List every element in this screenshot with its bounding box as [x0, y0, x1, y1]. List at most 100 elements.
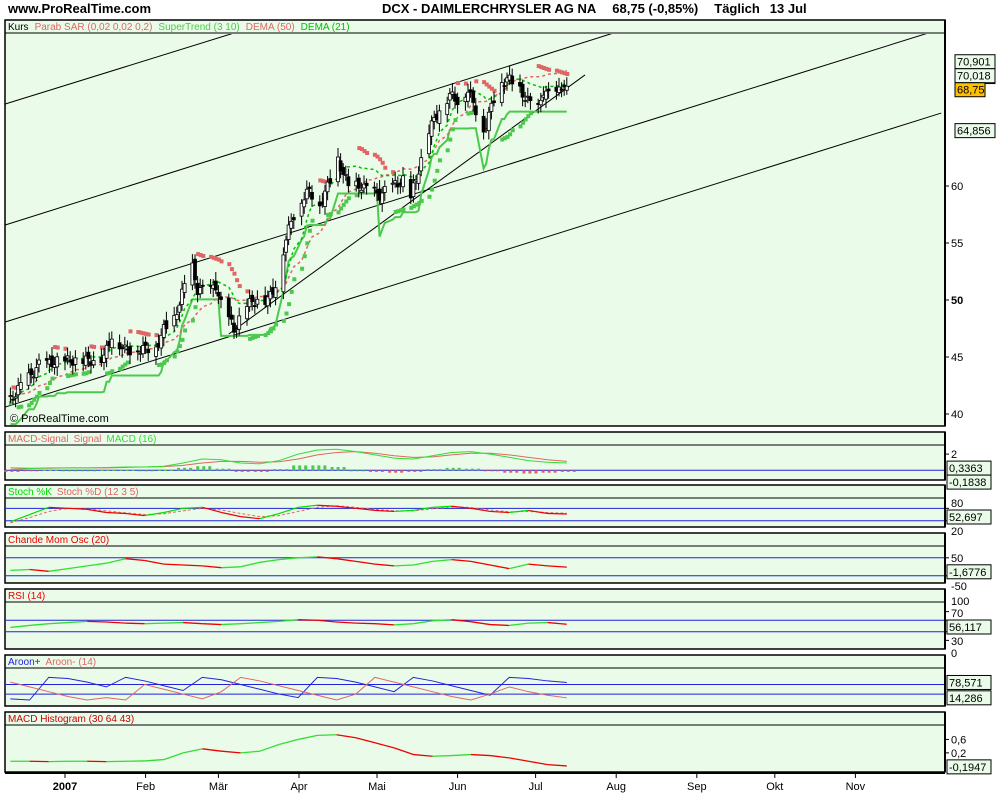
candle [310, 185, 314, 207]
macd-diff-bar [227, 468, 231, 471]
macd-diff-bar [400, 470, 404, 473]
candle [250, 290, 255, 311]
candle [346, 168, 351, 193]
stoch-d-line [10, 505, 567, 524]
sar-dot [307, 228, 312, 233]
time-tick-label: Mai [368, 781, 386, 793]
sar-dot [47, 381, 52, 386]
sar-dot [287, 302, 292, 307]
stoch-k-segment [144, 511, 164, 517]
candle [193, 254, 197, 289]
stoch-k-segment [451, 505, 471, 509]
candle [11, 390, 15, 406]
macd-diff-bar [73, 470, 77, 472]
candle-body [159, 334, 164, 349]
sar-dot [245, 289, 250, 294]
sar-dot [359, 147, 364, 152]
macd-diff-bar [503, 470, 507, 473]
rsi-segment [509, 622, 529, 627]
candle [395, 176, 400, 195]
macd-diff-bar [426, 469, 430, 471]
indicator-panel-chande: Chande Mom Osc (20) 50 -1,6776 -50 [4, 532, 992, 593]
candle [466, 83, 470, 108]
rsi-segment [374, 623, 395, 626]
instrument-title: DCX - DAIMLERCHRYSLER AG NA [382, 1, 597, 16]
rsi-segment [490, 623, 510, 627]
stoch-k-segment [87, 508, 107, 514]
sar-dot [32, 397, 37, 402]
chande-segment [125, 558, 145, 562]
candle-body [564, 85, 569, 91]
candle-body [26, 372, 31, 386]
candle-body [364, 182, 369, 187]
candle [341, 163, 346, 184]
candle [343, 165, 348, 181]
candle-body [141, 344, 145, 355]
sar-dot [193, 305, 198, 310]
sar-dot [157, 363, 162, 368]
candle-body [528, 96, 533, 102]
sar-dot [378, 157, 383, 162]
candle-body [299, 202, 304, 217]
candle [255, 290, 260, 309]
sar-dot [159, 362, 164, 367]
candle [172, 306, 177, 332]
candle-body [538, 99, 543, 106]
rsi-segment [67, 620, 88, 624]
sar-dot [136, 330, 141, 335]
sar-dot [125, 360, 130, 365]
sar-dot [198, 253, 203, 258]
candle [237, 307, 242, 336]
candle [302, 192, 307, 214]
chande-segment [336, 558, 356, 563]
chande-segment [470, 560, 491, 566]
rsi-segment [394, 623, 414, 626]
sar-dot [211, 255, 216, 260]
macd-diff-bar [131, 469, 135, 471]
candle-body [546, 88, 551, 92]
candle-body [437, 110, 442, 124]
aroon-up-line [10, 676, 567, 701]
candle [502, 78, 507, 94]
sar-dot [146, 332, 151, 337]
candle-body [356, 177, 361, 189]
sar-dot [354, 193, 359, 198]
panel-value-label: 0,3363 [949, 463, 983, 475]
candle [122, 336, 127, 354]
macd-diff-bar [438, 469, 442, 471]
candle [499, 73, 504, 107]
sar-dot [144, 331, 149, 336]
trendline [5, 34, 613, 226]
sar-dot [227, 262, 232, 267]
sar-dot [344, 199, 349, 204]
candle [91, 351, 96, 369]
candle-body [37, 359, 41, 365]
sar-dot [302, 254, 307, 259]
candle-body [255, 298, 260, 305]
macd-diff-bar [292, 465, 296, 471]
candle-body [486, 111, 491, 132]
macd-diff-bar [10, 470, 14, 472]
sar-dot [565, 71, 570, 76]
macd-diff-bar [87, 470, 91, 472]
candle [362, 175, 366, 194]
macd-diff-bar [451, 467, 455, 471]
candle [26, 363, 31, 390]
sar-dot [50, 376, 55, 381]
candle [245, 298, 249, 326]
macd-diff-bar [253, 470, 257, 472]
candle [16, 377, 21, 402]
rsi-segment [240, 621, 260, 625]
panel-value-box [946, 509, 992, 525]
sar-dot [383, 165, 388, 170]
time-tick-label: Jul [529, 781, 543, 793]
macd_hist-segment [451, 753, 471, 757]
panel-value-label: -0,1838 [949, 477, 986, 489]
sar-dot [68, 373, 73, 378]
candle-body [154, 346, 158, 357]
site-name: www.ProRealTime.com [7, 1, 151, 16]
chande-segment [547, 565, 567, 568]
candle-body [102, 354, 106, 363]
panel-value-box [946, 619, 992, 635]
candle-body [104, 344, 109, 359]
